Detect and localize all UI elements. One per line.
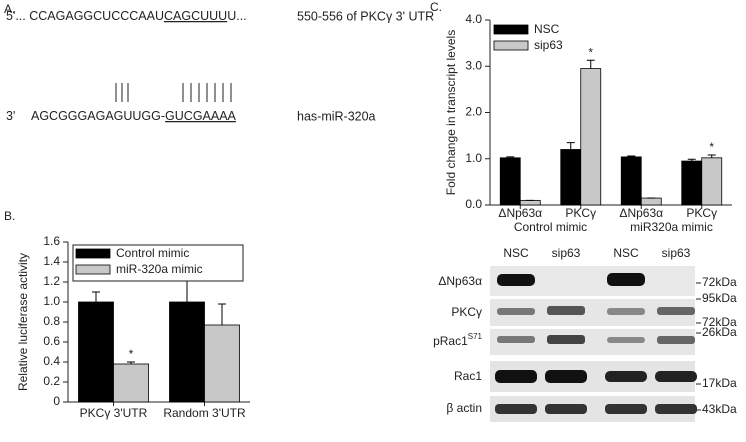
bar xyxy=(681,160,703,206)
row-label: β actin xyxy=(446,401,482,415)
error-bar xyxy=(127,361,135,364)
size-marker: 17kDa xyxy=(702,376,737,390)
x-tick-label: PKCγ 3'UTR xyxy=(80,406,148,420)
bar xyxy=(701,157,723,206)
y-axis-label: Relative luciferase activity xyxy=(16,253,30,391)
y-tick-label: 0.0 xyxy=(465,197,482,211)
lane-label: NSC xyxy=(613,246,639,260)
sequence-note: 550-556 of PKCγ 3' UTR xyxy=(297,9,434,23)
group-label: Control mimic xyxy=(514,220,587,234)
lane-label: sip63 xyxy=(662,246,691,260)
size-marker: 26kDa xyxy=(702,325,737,339)
x-tick-label: PKCγ xyxy=(686,206,717,220)
row-name: pRac1 xyxy=(433,334,468,348)
seq: AGCGGGAGAGUUGG- xyxy=(31,109,165,123)
x-tick-label: ΔNp63α xyxy=(619,206,663,220)
x-tick-label: PKCγ xyxy=(565,206,596,220)
row-label: pRac1S71 xyxy=(433,332,482,348)
size-marker: 95kDa xyxy=(702,291,737,305)
y-tick-label: 1.0 xyxy=(43,294,60,308)
x-tick-label: Random 3'UTR xyxy=(163,406,246,420)
significance-marker: * xyxy=(709,140,714,154)
y-tick-label: 4.0 xyxy=(465,12,482,26)
y-tick-label: 0.2 xyxy=(43,374,60,388)
error-bar xyxy=(687,158,696,162)
row-name: ΔNp63α xyxy=(438,274,482,288)
error-bar xyxy=(566,142,575,150)
y-axis-label: Fold change in transcript levels xyxy=(444,30,458,195)
y-tick-label: 0.8 xyxy=(43,314,60,328)
y-tick-label: 1.6 xyxy=(43,234,60,248)
y-tick-label: 0.6 xyxy=(43,334,60,348)
error-bar xyxy=(183,279,191,302)
panel-label: A. xyxy=(4,2,15,16)
legend-label: sip63 xyxy=(534,38,563,52)
row-name: Rac1 xyxy=(454,369,482,383)
sequence-note: has-miR-320a xyxy=(297,109,376,123)
legend-label: miR-320a mimic xyxy=(116,262,203,276)
bar xyxy=(519,199,541,206)
legend-swatch xyxy=(75,264,111,275)
row-name: β actin xyxy=(446,401,482,415)
error-bar xyxy=(586,59,595,69)
row-label: Rac1 xyxy=(454,369,482,383)
bar xyxy=(204,324,240,403)
row-label: ΔNp63α xyxy=(438,274,482,288)
size-marker: 43kDa xyxy=(702,402,737,416)
size-marker: 72kDa xyxy=(702,275,737,289)
legend-label: Control mimic xyxy=(116,246,189,260)
prime: 3' xyxy=(6,109,15,123)
bar xyxy=(640,197,662,206)
y-tick-label: 1.2 xyxy=(43,274,60,288)
bar xyxy=(620,156,642,206)
error-bar xyxy=(92,291,100,302)
prime: 5'... xyxy=(6,9,26,23)
error-bar xyxy=(707,154,716,158)
lane-label: sip63 xyxy=(552,246,581,260)
y-tick-label: 1.4 xyxy=(43,254,60,268)
bar xyxy=(78,301,114,403)
pairing-bars xyxy=(115,83,232,102)
row-superscript: S71 xyxy=(468,332,483,341)
bar xyxy=(580,68,602,206)
y-tick-label: 0 xyxy=(53,394,60,408)
bar xyxy=(560,149,582,206)
seq-tail: U... xyxy=(227,9,246,23)
y-tick-label: 3.0 xyxy=(465,58,482,72)
seed-site: CAGCUUU xyxy=(164,9,227,23)
panel-label: C. xyxy=(430,0,442,14)
seed-site: GUCGAAAA xyxy=(165,109,237,123)
significance-marker: * xyxy=(129,347,134,361)
legend-label: NSC xyxy=(534,22,560,36)
legend-swatch xyxy=(75,248,111,259)
bar xyxy=(169,301,205,403)
x-tick-label: ΔNp63α xyxy=(498,206,542,220)
error-bar xyxy=(506,156,515,158)
sequence: 5'... CCAGAGGCUCCCAAUCAGCUUUU... xyxy=(6,9,247,23)
y-tick-label: 1.0 xyxy=(465,151,482,165)
significance-marker: * xyxy=(588,45,593,59)
bar xyxy=(113,363,149,403)
error-bar xyxy=(218,303,226,325)
size-marker: 72kDa xyxy=(702,315,737,329)
group-label: miR320a mimic xyxy=(630,220,713,234)
legend-swatch xyxy=(493,24,529,35)
blot-image xyxy=(490,266,697,422)
sequence: 3' AGCGGGAGAGUUGG-GUCGAAAA xyxy=(6,109,237,123)
y-tick-label: 2.0 xyxy=(465,105,482,119)
lane-label: NSC xyxy=(503,246,529,260)
seq: CCAGAGGCUCCCAAU xyxy=(29,9,164,23)
error-bar xyxy=(627,155,636,157)
bar xyxy=(499,157,521,206)
y-tick-label: 0.4 xyxy=(43,354,60,368)
panel-label: B. xyxy=(4,209,15,223)
row-name: PKCγ xyxy=(451,305,482,319)
legend-swatch xyxy=(493,40,529,51)
row-label: PKCγ xyxy=(451,305,482,319)
